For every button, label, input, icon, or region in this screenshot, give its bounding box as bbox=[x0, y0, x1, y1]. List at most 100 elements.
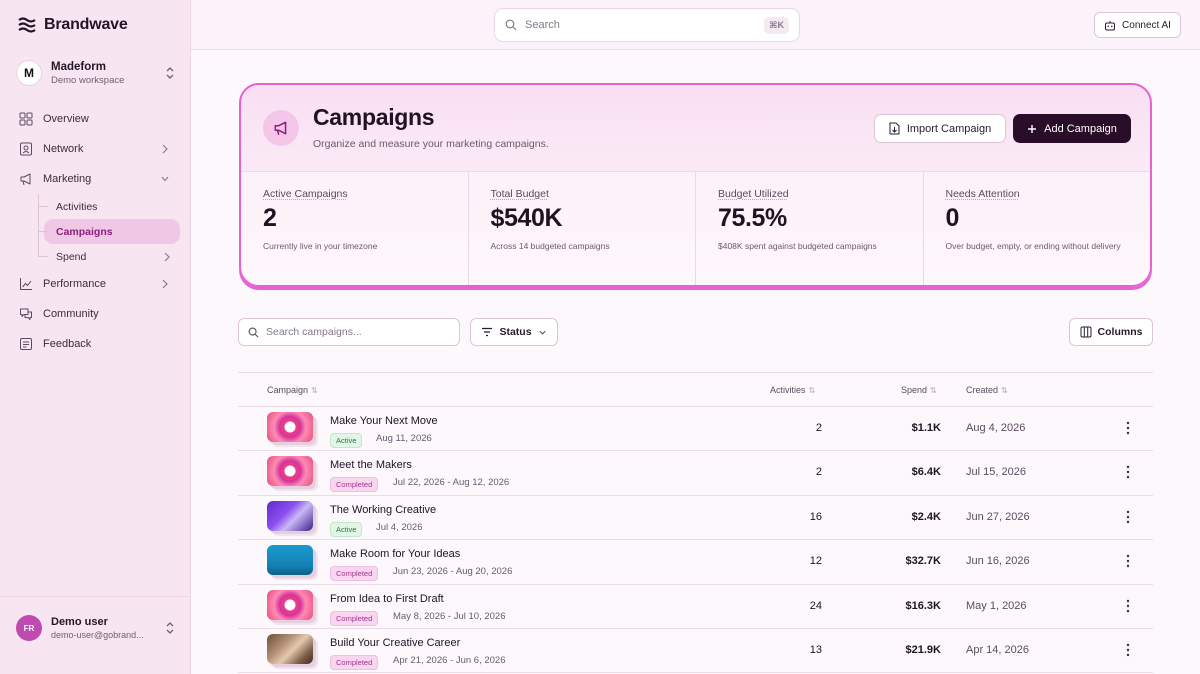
more-vertical-icon[interactable] bbox=[1122, 642, 1134, 658]
campaign-thumbnail bbox=[267, 589, 313, 620]
columns-label: Columns bbox=[1097, 326, 1143, 338]
campaign-name[interactable]: The Working Creative bbox=[330, 503, 437, 516]
stat-needs-attention: Needs Attention 0 Over budget, empty, or… bbox=[924, 172, 1151, 285]
workspace-subtitle: Demo workspace bbox=[51, 74, 125, 86]
table-row[interactable]: Build Your Creative Career Completed Apr… bbox=[238, 629, 1153, 674]
page-subtitle: Organize and measure your marketing camp… bbox=[313, 138, 549, 150]
table-row[interactable]: The Working Creative Active Jul 4, 2026 … bbox=[238, 496, 1153, 541]
chevron-right-icon bbox=[162, 279, 168, 289]
created-date: Aug 4, 2026 bbox=[966, 422, 1026, 434]
chevron-up-down-icon bbox=[166, 67, 174, 79]
sort-icon: ⇅ bbox=[808, 385, 816, 395]
status-badge: Active bbox=[330, 521, 363, 537]
campaign-thumbnail bbox=[267, 412, 313, 442]
spend-value: $1.1K bbox=[911, 422, 941, 434]
stat-note: $408K spent against budgeted campaigns bbox=[718, 241, 877, 251]
sidebar-subitem-campaigns[interactable]: Campaigns bbox=[38, 219, 180, 244]
sidebar-subitem-activities[interactable]: Activities bbox=[36, 194, 180, 219]
status-badge: Completed bbox=[330, 610, 379, 626]
campaign-dates: Aug 11, 2026 bbox=[376, 433, 432, 444]
campaign-name[interactable]: From Idea to First Draft bbox=[330, 592, 444, 605]
import-campaign-button[interactable]: Import Campaign bbox=[874, 114, 1006, 143]
stat-budget-utilized: Budget Utilized 75.5% $408K spent agains… bbox=[696, 172, 924, 285]
campaign-name[interactable]: Make Your Next Move bbox=[330, 415, 438, 427]
sidebar-item-community[interactable]: Community bbox=[12, 299, 180, 329]
more-vertical-icon[interactable] bbox=[1122, 553, 1134, 569]
sidebar-item-performance[interactable]: Performance bbox=[12, 269, 180, 299]
status-badge: Active bbox=[330, 433, 363, 448]
column-header-created[interactable]: Created ⇅ bbox=[966, 385, 1008, 395]
stat-label: Active Campaigns bbox=[263, 188, 348, 200]
brand-name: Brandwave bbox=[44, 16, 128, 33]
chevron-right-icon bbox=[164, 252, 170, 262]
stats-row: Active Campaigns 2 Currently live in you… bbox=[241, 171, 1150, 285]
workspace-switcher[interactable]: M Madeform Demo workspace bbox=[16, 56, 176, 90]
status-filter-label: Status bbox=[499, 326, 532, 338]
marketing-subnav: Activities Campaigns Spend bbox=[36, 194, 180, 269]
sidebar-item-label: Marketing bbox=[43, 173, 92, 185]
table-row[interactable]: Meet the Makers Completed Jul 22, 2026 -… bbox=[238, 451, 1153, 496]
sidebar-subitem-spend[interactable]: Spend bbox=[36, 244, 180, 269]
campaign-name[interactable]: Meet the Makers bbox=[330, 459, 412, 472]
stat-label: Budget Utilized bbox=[718, 188, 789, 200]
table-header: Campaign ⇅ Activities ⇅ Spend ⇅ Created … bbox=[238, 372, 1153, 407]
sort-icon: ⇅ bbox=[311, 385, 318, 395]
stat-active-campaigns: Active Campaigns 2 Currently live in you… bbox=[241, 172, 469, 285]
spend-value: $16.3K bbox=[905, 599, 941, 612]
stat-value: 0 bbox=[945, 204, 960, 232]
sidebar-item-label: Feedback bbox=[43, 338, 92, 350]
campaign-search-input[interactable]: Search campaigns... bbox=[238, 318, 460, 346]
sidebar-item-label: Community bbox=[43, 308, 99, 320]
user-email: demo-user@gobrand... bbox=[51, 629, 144, 640]
chevron-right-icon bbox=[162, 144, 168, 154]
add-campaign-button[interactable]: Add Campaign bbox=[1013, 114, 1131, 143]
chevron-down-icon bbox=[538, 330, 546, 335]
column-header-campaign[interactable]: Campaign ⇅ bbox=[267, 385, 318, 395]
table-row[interactable]: Make Room for Your Ideas Completed Jun 2… bbox=[238, 540, 1153, 585]
table-row[interactable]: Make Your Next Move Active Aug 11, 2026 … bbox=[238, 407, 1153, 452]
divider bbox=[0, 596, 191, 597]
column-header-activities[interactable]: Activities ⇅ bbox=[770, 385, 815, 395]
search-icon bbox=[248, 327, 259, 337]
sidebar-item-feedback[interactable]: Feedback bbox=[12, 329, 180, 359]
chat-bubbles-icon bbox=[20, 308, 32, 320]
file-import-icon bbox=[889, 122, 900, 135]
sidebar-item-marketing[interactable]: Marketing bbox=[12, 164, 180, 194]
more-vertical-icon[interactable] bbox=[1122, 420, 1134, 436]
feedback-icon bbox=[20, 338, 32, 350]
sort-icon: ⇅ bbox=[1001, 385, 1008, 395]
brand[interactable]: Brandwave bbox=[18, 14, 128, 36]
connect-ai-button[interactable]: Connect AI bbox=[1094, 12, 1181, 38]
workspace-logo-letter: M bbox=[24, 66, 34, 80]
table-toolbar: Search campaigns... Status Columns bbox=[238, 318, 1153, 346]
activities-count: 2 bbox=[815, 422, 822, 434]
activities-count: 16 bbox=[809, 510, 822, 523]
campaign-dates: May 8, 2026 - Jul 10, 2026 bbox=[393, 610, 506, 622]
chevron-down-icon bbox=[161, 176, 169, 182]
sort-icon: ⇅ bbox=[930, 385, 937, 395]
user-menu[interactable]: FR Demo user demo-user@gobrand... bbox=[16, 612, 176, 644]
status-badge: Completed bbox=[330, 477, 379, 493]
spend-value: $21.9K bbox=[905, 643, 941, 656]
more-vertical-icon[interactable] bbox=[1122, 598, 1134, 614]
sidebar-item-network[interactable]: Network bbox=[12, 134, 180, 164]
user-name: Demo user bbox=[51, 615, 108, 628]
plus-icon bbox=[1028, 124, 1037, 133]
sidebar-subitem-label: Spend bbox=[56, 250, 87, 263]
sidebar-nav: Overview Network Marketing Activities Ca… bbox=[12, 104, 180, 359]
sidebar-item-overview[interactable]: Overview bbox=[12, 104, 180, 134]
campaign-thumbnail bbox=[267, 456, 313, 487]
more-vertical-icon[interactable] bbox=[1122, 464, 1134, 480]
stat-value: 75.5% bbox=[718, 204, 787, 232]
columns-button[interactable]: Columns bbox=[1069, 318, 1153, 346]
page-title: Campaigns bbox=[313, 104, 435, 130]
table-row[interactable]: From Idea to First Draft Completed May 8… bbox=[238, 585, 1153, 629]
status-filter-button[interactable]: Status bbox=[470, 318, 558, 346]
search-icon bbox=[505, 19, 517, 31]
more-vertical-icon[interactable] bbox=[1122, 509, 1134, 525]
shortcut-badge: ⌘K bbox=[764, 16, 789, 34]
campaign-name[interactable]: Make Room for Your Ideas bbox=[330, 548, 461, 561]
campaign-name[interactable]: Build Your Creative Career bbox=[330, 636, 461, 649]
column-header-spend[interactable]: Spend ⇅ bbox=[901, 385, 937, 395]
global-search-input[interactable]: Search ⌘K bbox=[494, 8, 800, 42]
